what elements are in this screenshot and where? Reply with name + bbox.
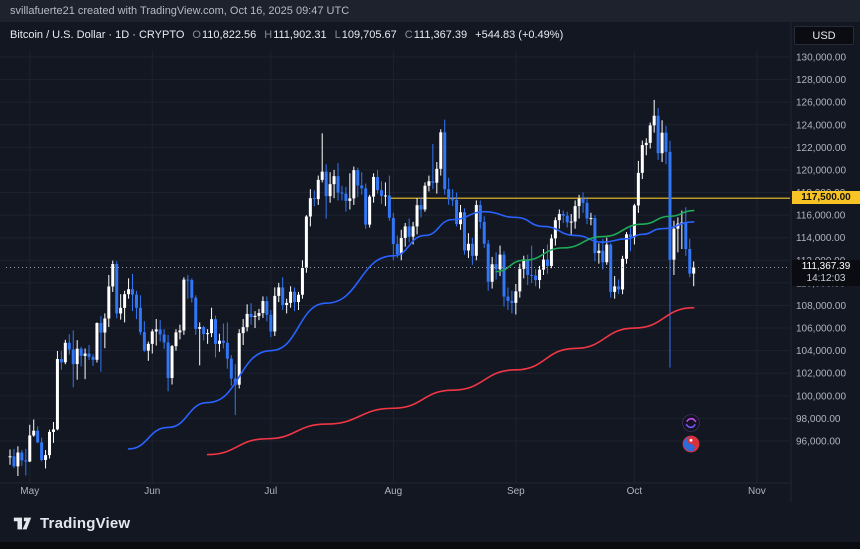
svg-text:120,000.00: 120,000.00 (796, 165, 846, 176)
bottom-strip (0, 542, 860, 549)
svg-text:Sep: Sep (507, 486, 525, 497)
svg-text:100,000.00: 100,000.00 (796, 391, 846, 402)
ohlc-open-value: 110,822.56 (201, 29, 257, 41)
svg-text:Oct: Oct (627, 486, 643, 497)
status-bar: svillafuerte21 created with TradingView.… (0, 0, 860, 22)
footer: TradingView (0, 506, 860, 540)
attribution-text: svillafuerte21 created with TradingView.… (10, 5, 350, 17)
currency-button[interactable]: USD (794, 26, 854, 45)
svg-text:126,000.00: 126,000.00 (796, 98, 846, 109)
ohlc-high-label: H (264, 29, 273, 41)
svg-text:124,000.00: 124,000.00 (796, 120, 846, 131)
svg-text:122,000.00: 122,000.00 (796, 143, 846, 154)
tradingview-logo-text[interactable]: TradingView (40, 514, 131, 532)
symbol-row: Bitcoin / U.S. Dollar · 1D · CRYPTO O 110… (10, 28, 563, 42)
svg-text:Nov: Nov (748, 486, 766, 497)
svg-text:May: May (20, 486, 39, 497)
svg-text:Jun: Jun (144, 486, 160, 497)
symbol-title[interactable]: Bitcoin / U.S. Dollar · 1D · CRYPTO (10, 29, 185, 41)
ohlc-low-label: L (334, 29, 341, 41)
svg-text:114,000.00: 114,000.00 (796, 233, 846, 244)
red-blue-circle-icon[interactable] (682, 435, 700, 453)
svg-text:106,000.00: 106,000.00 (796, 324, 846, 335)
ohlc-close-value: 111,367.39 (413, 29, 468, 41)
svg-text:108,000.00: 108,000.00 (796, 301, 846, 312)
yellow-price-label: 117,500.00 (792, 191, 860, 205)
last-price-badge: 111,367.39 14:12:03 (792, 260, 860, 287)
svg-text:130,000.00: 130,000.00 (796, 53, 846, 64)
yellow-price-value: 117,500.00 (801, 192, 851, 204)
svg-text:Jul: Jul (264, 486, 277, 497)
svg-text:96,000.00: 96,000.00 (796, 437, 841, 448)
svg-text:Aug: Aug (384, 486, 402, 497)
price-change: +544.83 (+0.49%) (475, 29, 564, 41)
ohlc-high-value: 111,902.31 (273, 29, 327, 41)
cycle-arrows-icon[interactable] (682, 414, 700, 432)
svg-text:104,000.00: 104,000.00 (796, 346, 846, 357)
svg-text:98,000.00: 98,000.00 (796, 414, 841, 425)
last-price-value: 111,367.39 (801, 261, 851, 273)
ohlc-low-value: 109,705.67 (341, 29, 397, 41)
svg-text:128,000.00: 128,000.00 (796, 75, 846, 86)
bar-countdown: 14:12:03 (806, 273, 846, 285)
svg-text:102,000.00: 102,000.00 (796, 369, 846, 380)
svg-text:116,000.00: 116,000.00 (796, 211, 846, 222)
ohlc-open-label: O (192, 29, 201, 41)
ohlc-close-label: C (404, 29, 413, 41)
tradingview-logo-icon[interactable] (12, 513, 33, 534)
